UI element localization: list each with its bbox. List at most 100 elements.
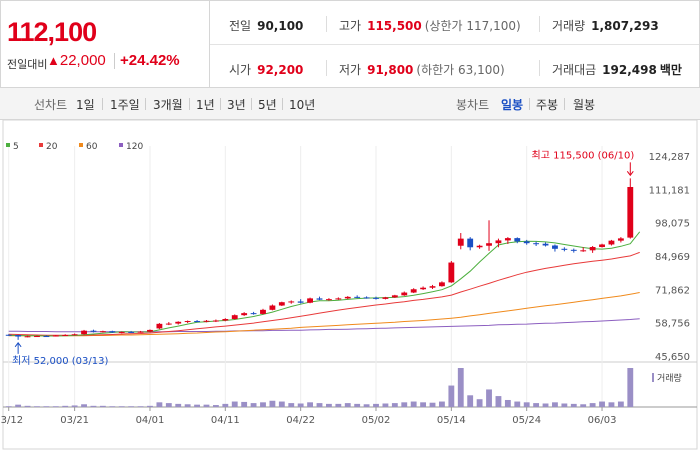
quote-panel: 112,100 전일대비 ▲22,000 +24.42% 전일 90,100 고가… — [0, 0, 700, 88]
candle-body — [184, 321, 191, 323]
period-10y[interactable]: 10년 — [289, 98, 316, 112]
volume-bar — [175, 403, 182, 407]
period-3m[interactable]: 3개월 — [153, 98, 183, 112]
candle-body — [325, 299, 332, 301]
candle-body — [429, 286, 436, 288]
date-tick-label: 04/11 — [211, 415, 240, 426]
candle-body — [410, 289, 417, 293]
candle-chart-label: 봉차트 — [456, 98, 490, 112]
volume-bar — [401, 402, 408, 407]
candle-body — [99, 331, 106, 333]
candle-body — [542, 243, 549, 246]
volume-label: 거래량 — [552, 19, 586, 33]
legend-swatch — [39, 143, 43, 147]
candle-body — [420, 287, 427, 290]
candle-body — [316, 298, 323, 300]
period-1y[interactable]: 1년 — [196, 98, 215, 112]
amount-value: 192,498 — [602, 63, 657, 77]
legend-swatch — [6, 143, 10, 147]
candle-body — [147, 329, 153, 332]
low-price: 저가 91,800 (하한가 63,100) — [339, 61, 505, 78]
divider — [251, 98, 252, 110]
volume-bar — [137, 406, 144, 407]
trade-amount: 거래대금 192,498 백만 — [552, 61, 682, 78]
date-tick-label: 05/02 — [362, 415, 391, 426]
candle-body — [137, 331, 144, 333]
volume-bar — [212, 405, 219, 407]
divider — [102, 98, 103, 110]
candle-body — [307, 298, 314, 303]
legend-label-ma5: 5 — [13, 142, 19, 152]
candle-body — [514, 238, 521, 242]
volume-legend-swatch — [652, 373, 654, 382]
volume-bar — [580, 404, 587, 407]
volume-bar — [34, 406, 40, 407]
current-price: 112,100 — [7, 17, 97, 47]
volume-bar — [297, 403, 304, 407]
price-tick-label: 98,075 — [655, 219, 690, 230]
candle-body — [278, 302, 285, 306]
candle-daily[interactable]: 일봉 — [501, 98, 524, 112]
ma5-line — [8, 231, 641, 337]
volume-bar — [43, 406, 50, 407]
candle-body — [34, 336, 40, 338]
volume-bar — [391, 403, 398, 407]
candle-body — [495, 240, 502, 244]
candle-body — [24, 336, 31, 338]
candle-body — [156, 323, 163, 329]
volume-bar — [504, 399, 511, 407]
candle-body — [260, 309, 266, 314]
candle-body — [241, 313, 248, 316]
low-annotation: 최저 52,000 (03/13) — [12, 355, 108, 367]
divider — [220, 98, 221, 110]
volume-bar — [467, 395, 474, 407]
high-annotation: 최고 115,500 (06/10) — [532, 149, 635, 161]
candle-body — [401, 292, 408, 296]
candle-body — [288, 301, 295, 303]
volume-bar — [589, 403, 596, 407]
change-percent: +24.42% — [120, 52, 180, 69]
volume-bar — [71, 405, 78, 407]
upper-limit-note: (상한가 117,100) — [424, 19, 521, 33]
candle-body — [222, 318, 229, 321]
candle-body — [354, 296, 361, 298]
volume-bar — [269, 400, 276, 407]
candle-body — [81, 330, 87, 335]
divider — [529, 98, 530, 110]
volume-bar — [448, 385, 455, 407]
ma-legend: 5 20 60 120 — [6, 142, 143, 152]
volume-bar — [118, 406, 125, 407]
candle-monthly[interactable]: 월봉 — [573, 98, 596, 112]
candle-body — [118, 331, 125, 333]
candle-body — [391, 295, 398, 298]
candle-body — [203, 320, 210, 322]
candle-body — [363, 297, 370, 299]
price-axis: 124,287 111,181 98,075 84,969 71,862 58,756 45… — [649, 152, 690, 363]
candle-body — [373, 297, 379, 299]
candle-body — [608, 240, 615, 245]
date-tick-label: 06/03 — [588, 415, 617, 426]
volume-bar — [62, 405, 69, 407]
high-label: 고가 — [339, 19, 362, 33]
legend-label-ma60: 60 — [86, 142, 98, 152]
volume-bar — [109, 406, 116, 407]
chart-grid — [2, 120, 698, 450]
divider — [564, 98, 565, 110]
volume-bar — [495, 396, 502, 407]
period-3y[interactable]: 3년 — [227, 98, 246, 112]
period-1d[interactable]: 1일 — [76, 98, 95, 112]
candle-body — [52, 335, 59, 337]
stock-chart[interactable]: 5 20 60 120 124,287 111,181 98,075 84,969 71,86… — [0, 120, 700, 450]
volume-bar — [373, 403, 379, 407]
divider — [189, 98, 190, 110]
prev-close: 전일 90,100 — [229, 17, 303, 34]
price-tick-label: 45,650 — [655, 352, 690, 363]
price-tick-label: 111,181 — [649, 185, 690, 196]
date-tick-label: 03/21 — [60, 415, 89, 426]
candle-body — [71, 334, 78, 336]
change-amount-value: 22,000 — [59, 52, 106, 69]
candle-weekly[interactable]: 주봉 — [536, 98, 559, 112]
period-5y[interactable]: 5년 — [258, 98, 277, 112]
period-1w[interactable]: 1주일 — [110, 98, 140, 112]
volume-bar — [335, 403, 342, 407]
